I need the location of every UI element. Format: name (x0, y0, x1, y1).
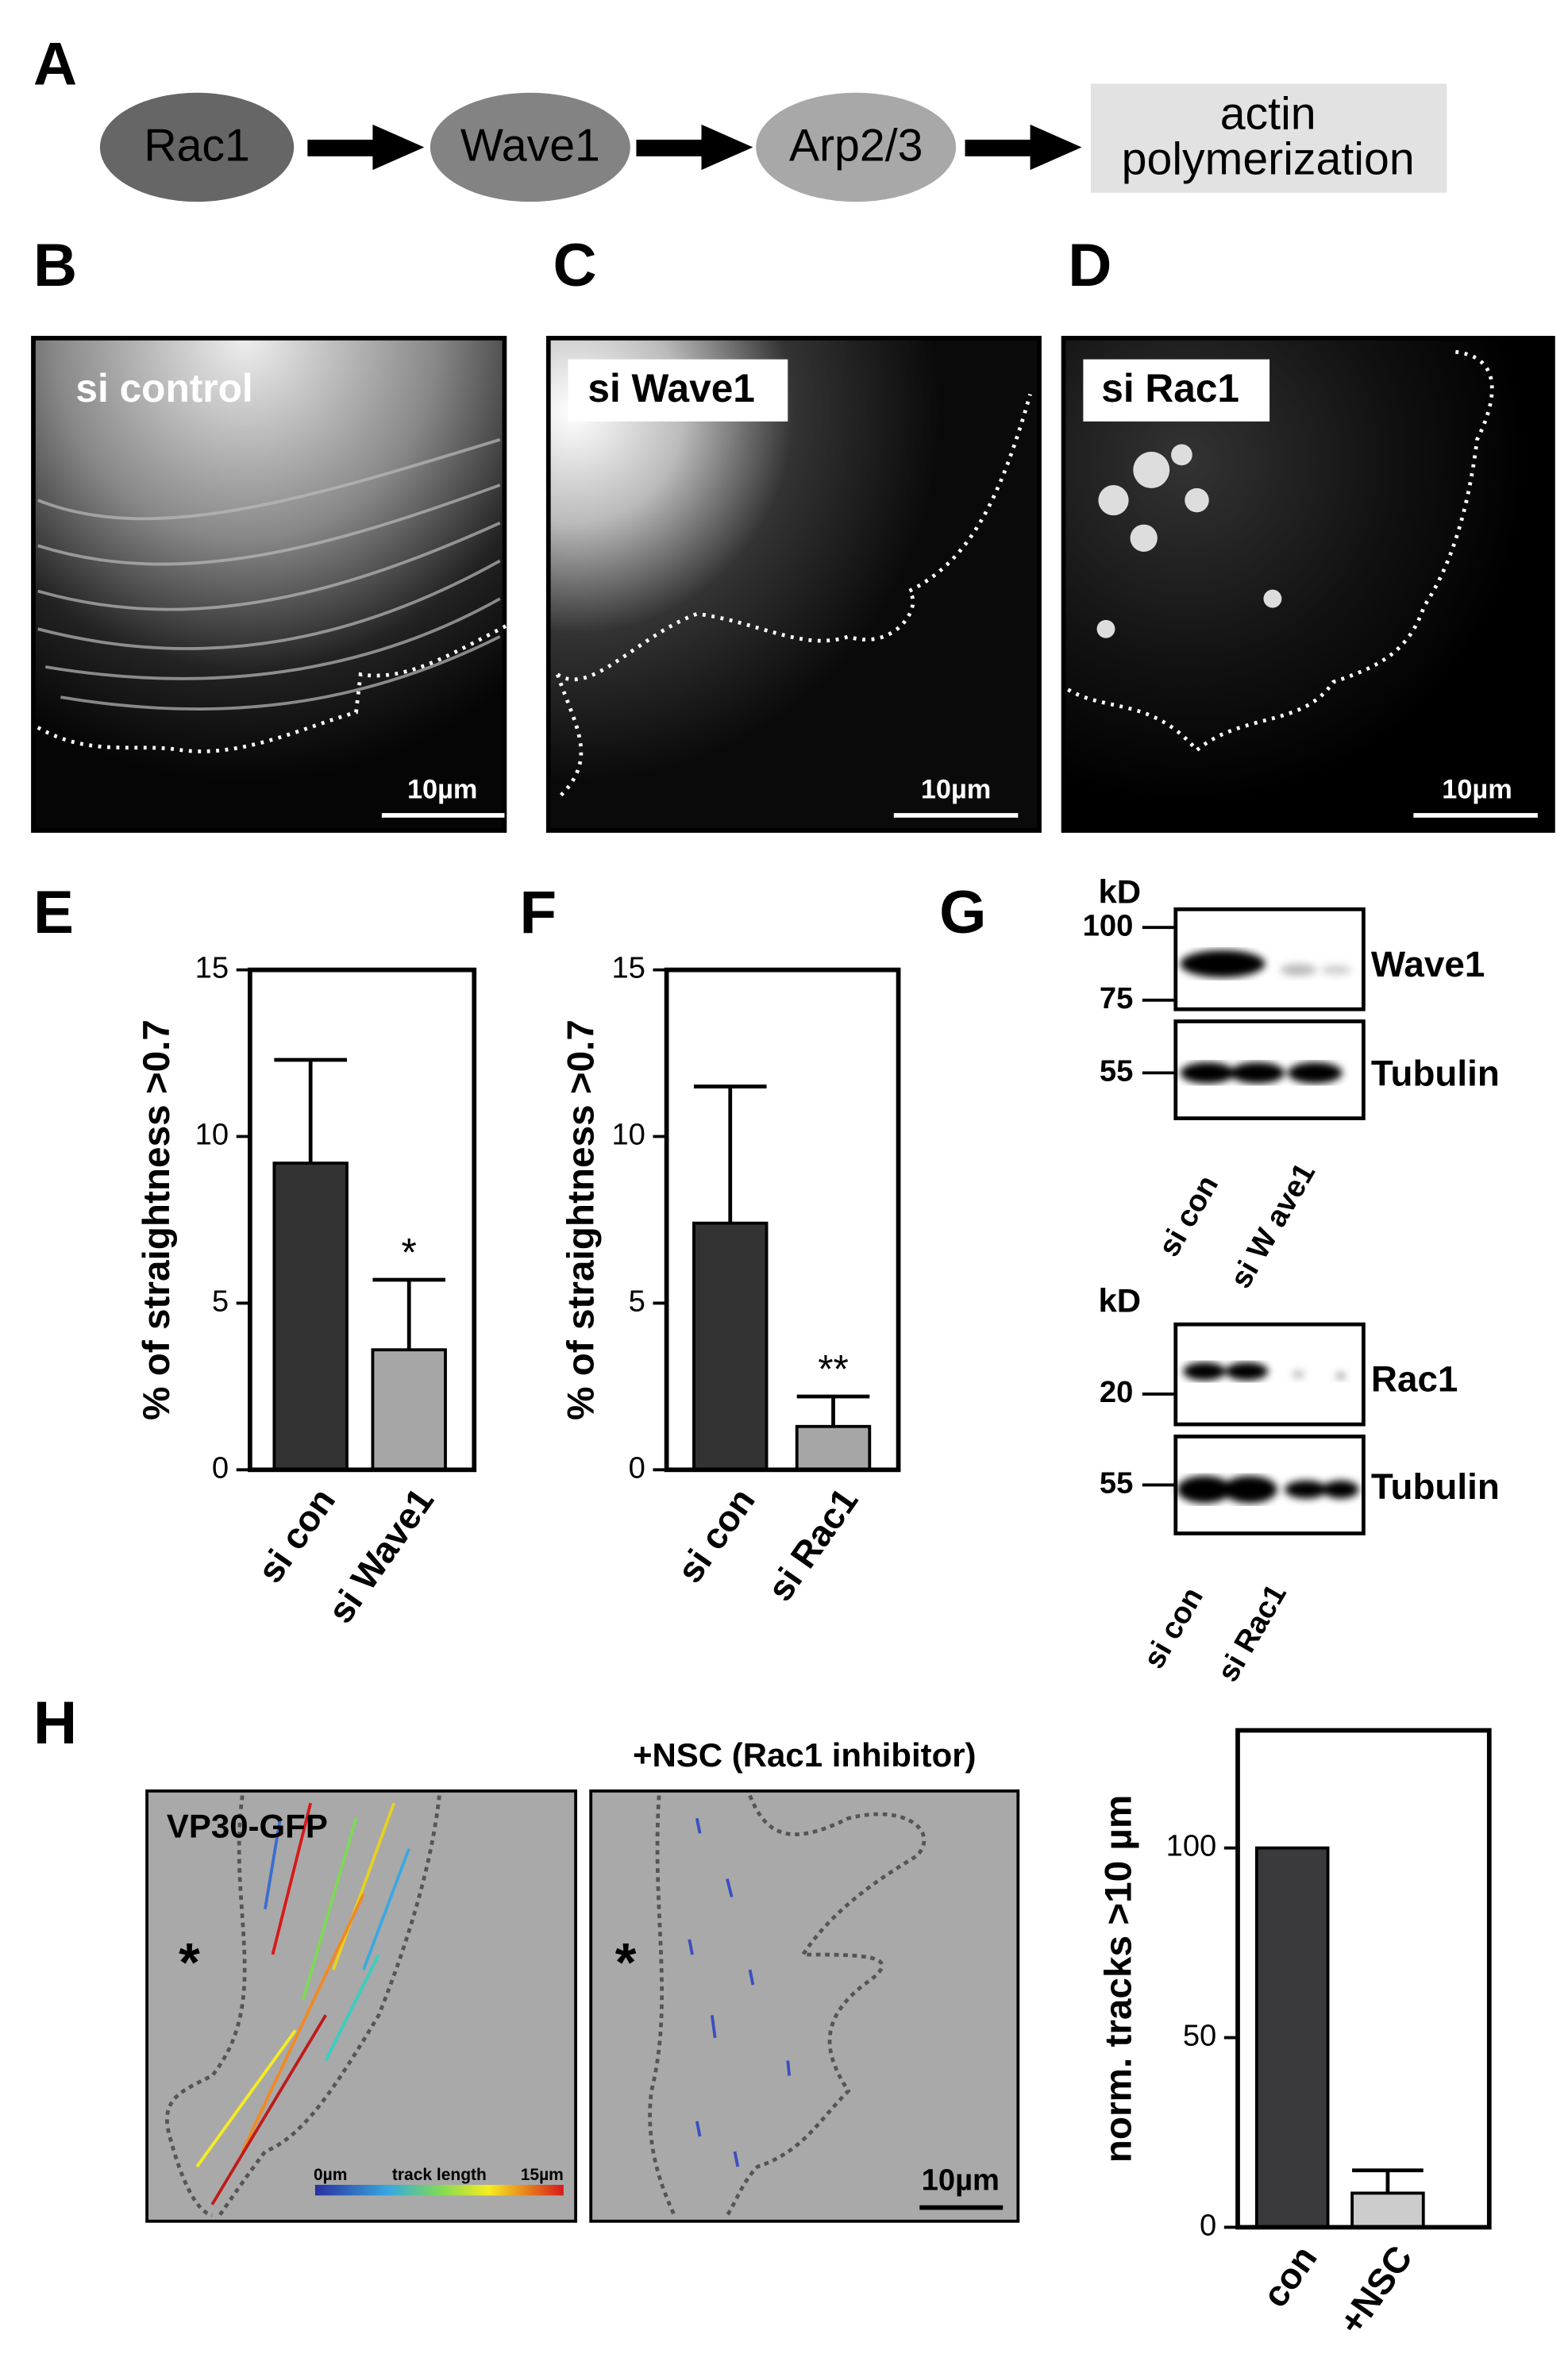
y-tick-label: 15 (611, 951, 645, 985)
panel-label: F (520, 879, 557, 946)
bar (692, 1221, 769, 1472)
y-tick-label: 0 (1200, 2209, 1216, 2243)
tracking-nsc: +NSC (Rac1 inhibitor) * 10µm (589, 1736, 1020, 2223)
scale-bar-label: 10µm (1442, 775, 1512, 805)
bar (1254, 1846, 1330, 2229)
marker-label: 100 (1083, 908, 1134, 942)
y-tick-label: 10 (611, 1118, 645, 1152)
y-tick-label: 0 (629, 1450, 645, 1485)
marker: * (179, 1932, 200, 1993)
panel-label: C (553, 232, 596, 299)
y-tick-label: 50 (1183, 2019, 1216, 2053)
scale-bar-label: 10µm (921, 775, 992, 805)
panel-label: G (939, 879, 986, 946)
bar (272, 1161, 349, 1472)
protein-label: Rac1 (1371, 1359, 1458, 1400)
node-label: Rac1 (144, 120, 250, 171)
x-tick-label: +NSC (1331, 2238, 1420, 2341)
y-axis-label: norm. tracks >10 µm (1098, 1795, 1140, 2163)
y-tick-label: 10 (195, 1118, 229, 1152)
micrograph-d: si Rac1 10µm (1061, 336, 1555, 833)
colorbar-title: track length (392, 2166, 487, 2184)
protein-label: Tubulin (1371, 1053, 1500, 1093)
panel-labels: A B C D E F G H (33, 30, 1111, 1756)
y-tick-label: 5 (629, 1285, 645, 1319)
y-tick-label: 15 (195, 951, 229, 985)
x-tick-label: si Rac1 (760, 1481, 866, 1608)
plot-frame (1235, 1728, 1492, 2230)
panel-label: E (33, 879, 74, 946)
y-axis-label: % of straightness >0.7 (136, 1019, 178, 1420)
output-box (1090, 83, 1447, 193)
y-axis-label: % of straightness >0.7 (560, 1019, 602, 1420)
x-tick-label: con (1254, 2238, 1324, 2314)
bar (371, 1348, 447, 1472)
marker: * (615, 1932, 637, 1993)
marker-label: 75 (1100, 981, 1133, 1015)
output-label: actin (1220, 88, 1316, 139)
panel-label: D (1068, 232, 1111, 299)
pathway: Rac1 Wave1 Arp2/3 actin polymerization (99, 83, 1447, 202)
output-label: polymerization (1122, 134, 1415, 185)
panel-title: +NSC (Rac1 inhibitor) (633, 1736, 977, 1774)
protein-label: Wave1 (1371, 944, 1485, 984)
panel-label: A (33, 30, 77, 98)
panel-title: VP30-GFP (167, 1808, 328, 1845)
x-tick-label: si con (250, 1481, 344, 1590)
y-tick-label: 0 (212, 1450, 229, 1485)
node (430, 92, 630, 202)
arrows (307, 124, 1082, 171)
micrograph-c: si Wave1 10µm (545, 336, 1042, 833)
plot-frame (664, 967, 901, 1473)
y-tick-label: 5 (212, 1285, 229, 1319)
bar (795, 1424, 872, 1472)
marker-label: 55 (1100, 1054, 1133, 1088)
significance: ** (818, 1347, 849, 1392)
micrograph-b: si control 10µm (31, 336, 516, 833)
micrograph-label: si Wave1 (588, 366, 755, 410)
plot-frame (247, 967, 477, 1473)
bar (1350, 2191, 1425, 2229)
node-label: Arp2/3 (789, 120, 923, 171)
panel-label: H (33, 1689, 77, 1757)
scale-bar-label: 10µm (922, 2163, 1000, 2197)
scale-bar-label: 10µm (407, 775, 478, 805)
unit-label: kD (1098, 1282, 1141, 1319)
colorbar-label: 15µm (521, 2166, 564, 2184)
node-label: Wave1 (460, 120, 600, 171)
x-tick-label: si con (669, 1481, 763, 1590)
panel-label: B (33, 232, 77, 299)
blots: kD 100 75 55 Wave1 Tubulin si con si W a… (1083, 873, 1500, 1687)
protein-label: Tubulin (1371, 1466, 1500, 1507)
node (756, 92, 957, 202)
tracking-control: VP30-GFP * 0µm track length 15µm (145, 1789, 578, 2223)
colorbar-label: 0µm (314, 2166, 347, 2184)
unit-label: kD (1098, 873, 1141, 910)
lane-label: si Rac1 (1211, 1578, 1293, 1687)
lane-label: si con (1137, 1581, 1210, 1674)
lane-label: si con (1152, 1169, 1225, 1262)
node (99, 92, 295, 202)
lane-label: si W ave1 (1223, 1158, 1322, 1294)
y-tick-label: 100 (1166, 1829, 1217, 1863)
marker-label: 55 (1100, 1466, 1133, 1500)
marker-label: 20 (1100, 1375, 1133, 1409)
micrograph-label: si Rac1 (1101, 366, 1239, 410)
micrograph-label: si control (75, 366, 252, 410)
significance: * (402, 1231, 417, 1275)
